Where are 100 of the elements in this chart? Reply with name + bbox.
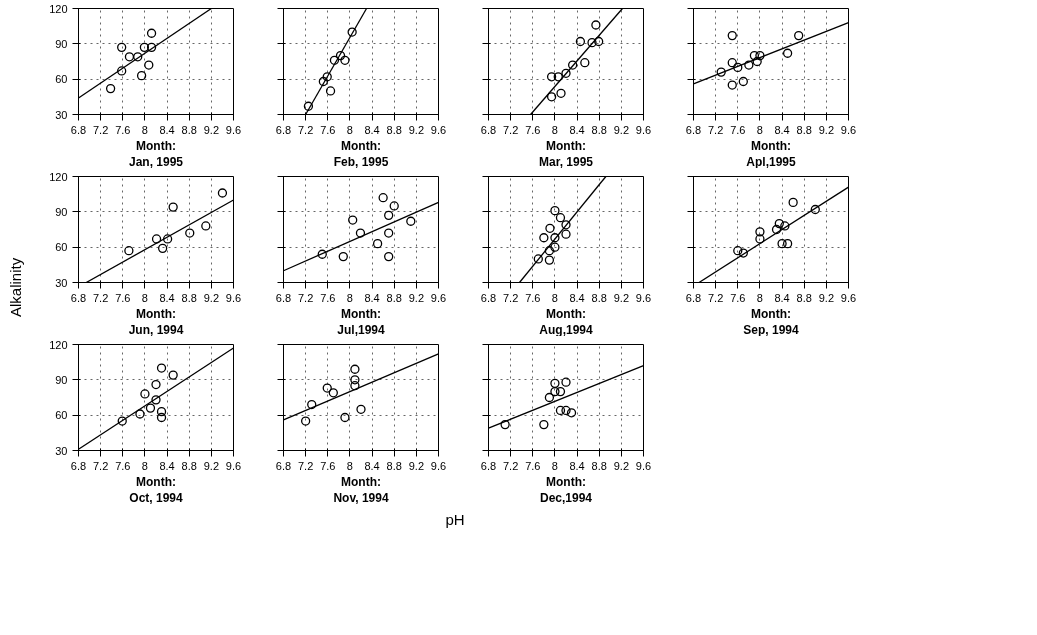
point	[328, 388, 338, 398]
point	[544, 246, 555, 256]
x-tick-label: 6.8	[70, 459, 87, 472]
point	[555, 213, 566, 223]
point	[185, 228, 195, 238]
point	[340, 55, 350, 65]
x-tick-label: 7.6	[730, 123, 746, 136]
x-tick-label: 7.2	[503, 291, 519, 304]
y-tick-label: 90	[55, 373, 68, 386]
x-tick-label: 9.6	[840, 123, 857, 136]
point	[716, 67, 726, 77]
x-tick-label: 8	[346, 291, 353, 304]
point	[749, 50, 760, 61]
point	[135, 409, 145, 419]
x-tick-label: 6.8	[685, 291, 702, 304]
point	[594, 36, 604, 47]
point	[553, 72, 563, 82]
x-tick-label: 7.2	[503, 123, 519, 136]
x-tick-label: 9.6	[430, 291, 447, 304]
point	[752, 56, 762, 67]
y-tick-label: 30	[55, 108, 68, 121]
point	[348, 215, 358, 225]
point	[550, 233, 560, 243]
x-tick-label: 8.4	[569, 291, 585, 304]
point	[201, 221, 211, 231]
point	[587, 38, 597, 48]
point	[566, 408, 577, 418]
x-tick-label: 6.8	[70, 291, 87, 304]
point	[777, 238, 787, 249]
point	[372, 238, 383, 249]
x-tick-label: 8.4	[364, 123, 380, 136]
point	[318, 76, 329, 87]
point	[550, 378, 560, 389]
point	[117, 42, 127, 53]
point	[162, 234, 173, 244]
point	[303, 101, 314, 111]
x-tick-label: 6.8	[480, 459, 497, 472]
y-tick-label: 60	[55, 409, 68, 422]
point	[136, 70, 147, 81]
point	[105, 83, 116, 94]
x-tick-label: 7.6	[525, 291, 541, 304]
point	[733, 246, 743, 256]
point	[356, 404, 366, 414]
point	[325, 86, 336, 96]
x-axis-title: pH	[445, 510, 465, 530]
point	[771, 224, 782, 235]
point	[738, 76, 748, 87]
point	[546, 72, 557, 82]
x-tick-label: 8.8	[591, 459, 607, 472]
text: Month: Dec,1994	[539, 474, 593, 505]
point	[733, 62, 743, 73]
point	[727, 58, 737, 68]
point	[151, 234, 162, 244]
x-tick-label: 8	[756, 291, 763, 304]
point	[580, 58, 590, 68]
point	[550, 206, 560, 216]
x-tick-label: 7.2	[298, 291, 314, 304]
x-tick-label: 9.6	[430, 123, 447, 136]
y-axis-title: Alkalinity	[6, 257, 25, 317]
point	[533, 254, 543, 264]
point	[355, 228, 366, 238]
point	[146, 42, 157, 53]
x-tick-label: 9.6	[635, 291, 652, 304]
x-tick-label: 7.6	[115, 291, 131, 304]
text: Month: Jul,1994	[337, 306, 386, 337]
point	[322, 383, 332, 393]
point	[567, 60, 578, 70]
text: Month: Apl,1995	[746, 138, 797, 169]
point	[550, 386, 560, 397]
point	[124, 246, 134, 256]
point	[738, 248, 748, 258]
x-tick-label: 6.8	[275, 123, 292, 136]
x-tick-label: 8.8	[796, 123, 812, 136]
x-tick-label: 9.2	[818, 123, 835, 136]
x-tick-label: 9.2	[613, 291, 630, 304]
x-tick-label: 9.2	[613, 123, 630, 136]
x-tick-label: 8	[141, 123, 148, 136]
point	[546, 92, 557, 102]
point	[133, 52, 143, 62]
x-tick-label: 9.6	[225, 459, 242, 472]
point	[350, 375, 360, 385]
x-tick-label: 9.2	[408, 123, 425, 136]
x-tick-label: 9.2	[613, 459, 630, 472]
point	[117, 416, 127, 426]
x-tick-label: 8.4	[364, 291, 380, 304]
x-tick-label: 6.8	[480, 291, 497, 304]
x-tick-label: 8	[551, 123, 558, 136]
point	[794, 30, 804, 41]
x-tick-label: 8.8	[386, 123, 402, 136]
x-tick-label: 8.8	[181, 291, 197, 304]
point	[151, 395, 161, 405]
x-tick-label: 9.6	[635, 123, 652, 136]
point	[406, 216, 416, 226]
point	[168, 202, 178, 212]
x-tick-label: 6.8	[275, 291, 292, 304]
point	[755, 227, 765, 237]
point	[307, 399, 317, 410]
x-tick-label: 6.8	[70, 123, 87, 136]
point	[755, 50, 765, 61]
point	[782, 238, 793, 249]
